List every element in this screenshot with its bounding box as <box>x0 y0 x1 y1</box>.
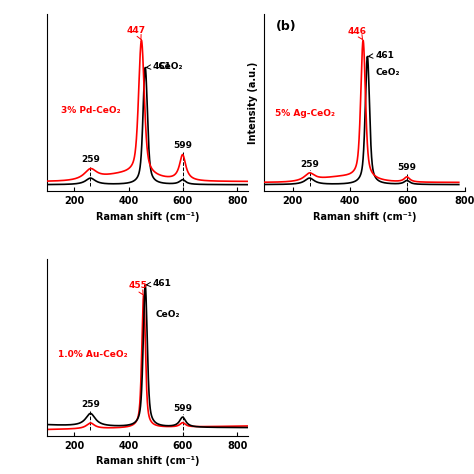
Text: CeO₂: CeO₂ <box>158 62 183 71</box>
Text: 1.0% Au-CeO₂: 1.0% Au-CeO₂ <box>58 350 128 359</box>
Text: 447: 447 <box>127 26 146 40</box>
X-axis label: Raman shift (cm⁻¹): Raman shift (cm⁻¹) <box>312 212 416 222</box>
Text: 461: 461 <box>146 279 172 288</box>
Text: CeO₂: CeO₂ <box>376 68 400 77</box>
Y-axis label: Intensity (a.u.): Intensity (a.u.) <box>248 62 258 144</box>
Text: CeO₂: CeO₂ <box>156 310 180 319</box>
Text: 599: 599 <box>397 164 417 173</box>
Text: 446: 446 <box>348 27 367 39</box>
Text: 599: 599 <box>173 141 192 150</box>
Text: 455: 455 <box>128 281 147 295</box>
Text: 5% Ag-CeO₂: 5% Ag-CeO₂ <box>275 109 336 118</box>
X-axis label: Raman shift (cm⁻¹): Raman shift (cm⁻¹) <box>96 212 200 222</box>
Text: 3% Pd-CeO₂: 3% Pd-CeO₂ <box>61 106 120 115</box>
Text: 259: 259 <box>300 160 319 169</box>
Text: 599: 599 <box>173 404 192 413</box>
Text: (b): (b) <box>276 19 297 33</box>
Text: 259: 259 <box>81 155 100 164</box>
Text: 461: 461 <box>146 62 172 71</box>
Text: 259: 259 <box>81 400 100 409</box>
X-axis label: Raman shift (cm⁻¹): Raman shift (cm⁻¹) <box>96 456 200 466</box>
Text: 461: 461 <box>368 51 394 60</box>
